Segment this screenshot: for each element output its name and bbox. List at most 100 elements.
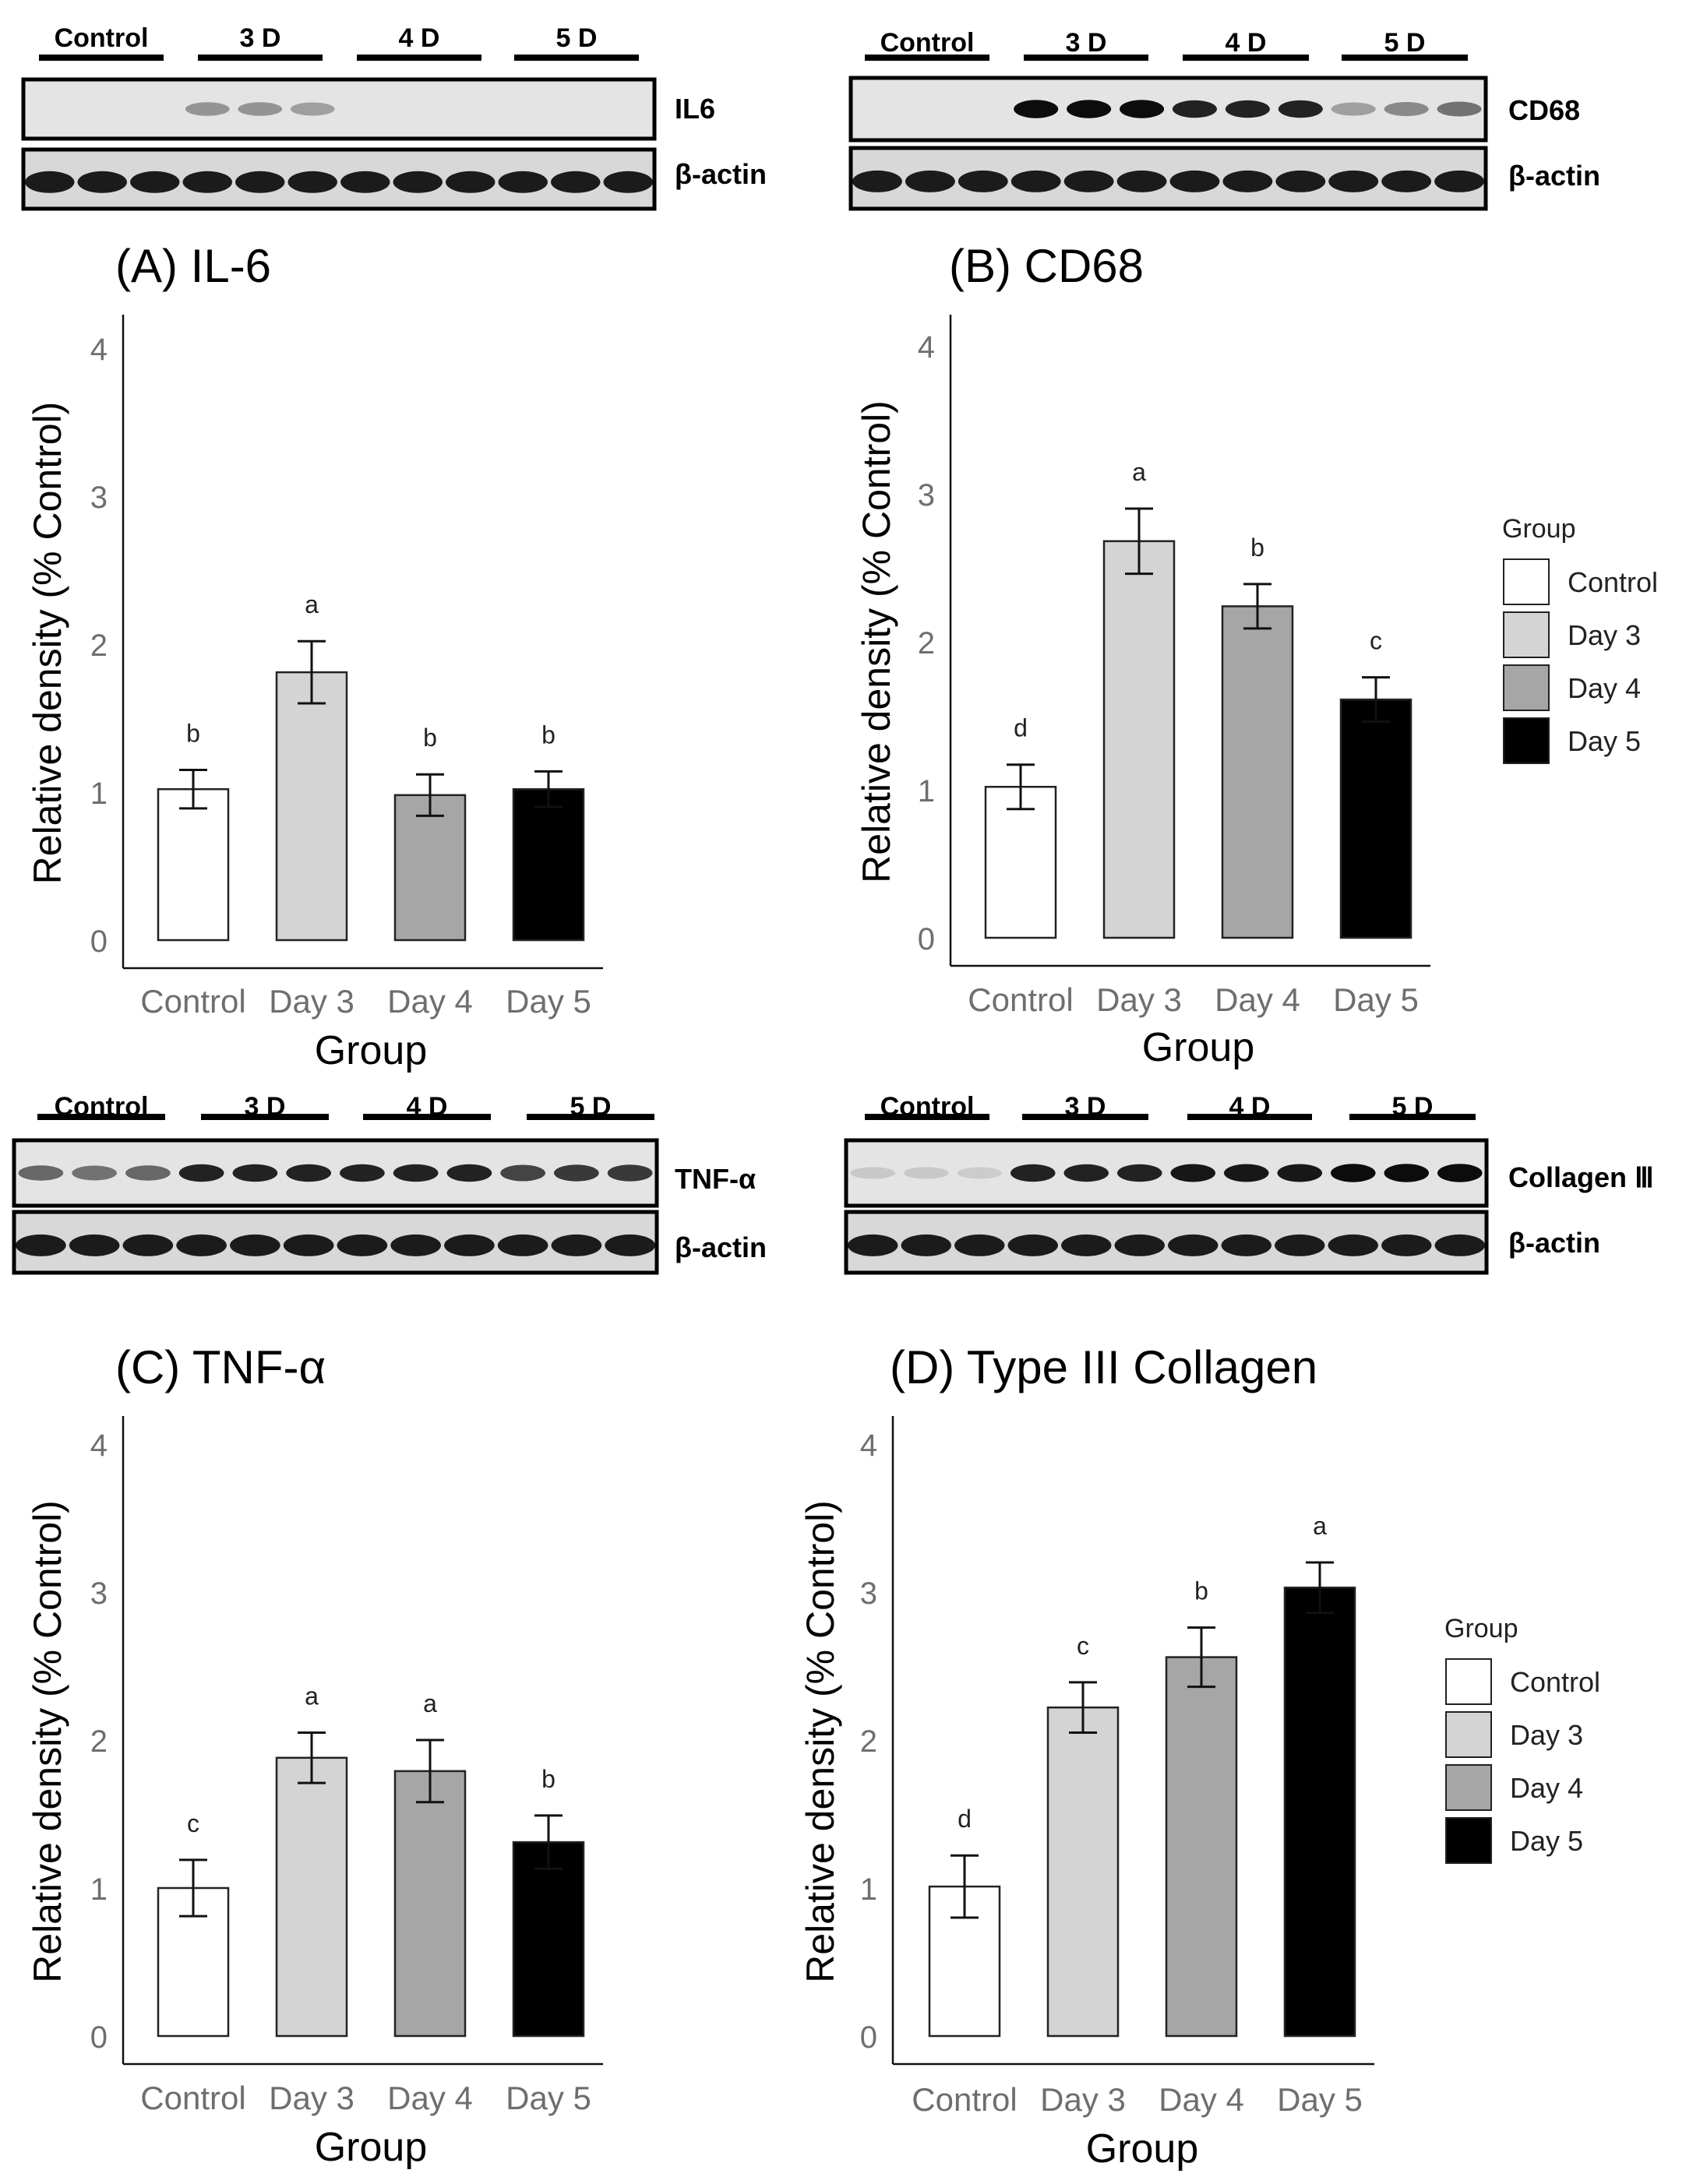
significance-label: a bbox=[1313, 1512, 1327, 1540]
x-tick-label: Day 3 bbox=[1096, 981, 1182, 1018]
legend-1: Group Control Day 3 Day 4 Day 5 bbox=[1444, 1614, 1600, 1864]
chart-title: (B) CD68 bbox=[949, 240, 1144, 292]
actin-band bbox=[122, 1234, 174, 1256]
actin-band bbox=[69, 1234, 120, 1256]
bar-day-4 bbox=[393, 794, 467, 942]
target-band bbox=[1384, 1164, 1430, 1182]
significance-label: a bbox=[1132, 458, 1146, 486]
significance-label: a bbox=[305, 1682, 319, 1710]
actin-band bbox=[446, 171, 496, 193]
western-blot-2: Control 3 D 4 D 5 D TNF-α β-actin bbox=[12, 1092, 767, 1275]
legend-label: Day 3 bbox=[1568, 619, 1641, 651]
y-axis-title: Relative density (% Control) bbox=[26, 402, 69, 885]
blot-group-label: Control bbox=[880, 1092, 975, 1122]
y-tick-label: 2 bbox=[860, 1724, 877, 1759]
actin-band bbox=[390, 1234, 441, 1256]
actin-band bbox=[551, 171, 601, 193]
significance-label: b bbox=[186, 720, 200, 748]
actin-band bbox=[497, 1234, 548, 1256]
blot-group-label: 5 D bbox=[570, 1092, 612, 1122]
blot-group-label: 5 D bbox=[1392, 1092, 1434, 1122]
significance-label: c bbox=[187, 1809, 199, 1837]
blot-group-label: 4 D bbox=[399, 23, 440, 53]
actin-band bbox=[1328, 1234, 1378, 1256]
bar-day-5 bbox=[1339, 698, 1413, 939]
y-axis-title: Relative density (% Control) bbox=[855, 400, 898, 883]
target-band bbox=[1067, 100, 1112, 118]
target-band bbox=[446, 1164, 492, 1182]
legend-swatch bbox=[1503, 558, 1550, 605]
significance-label: a bbox=[305, 590, 319, 618]
target-band bbox=[286, 1164, 331, 1182]
legend-swatch bbox=[1503, 611, 1550, 658]
blot-target-strip bbox=[848, 76, 1488, 143]
blot-group-label: 4 D bbox=[1226, 28, 1267, 58]
target-band bbox=[1116, 1164, 1162, 1182]
actin-band bbox=[551, 1234, 602, 1256]
y-axis-title: Relative density (% Control) bbox=[26, 1500, 69, 1983]
legend-label: Control bbox=[1510, 1666, 1600, 1698]
y-tick-label: 0 bbox=[918, 922, 935, 956]
target-band bbox=[185, 102, 230, 116]
y-tick-label: 4 bbox=[90, 333, 108, 367]
actin-band bbox=[1061, 1234, 1112, 1256]
blot-loading-label: β-actin bbox=[675, 158, 767, 190]
y-tick-label: 1 bbox=[860, 1872, 877, 1907]
bar-day-5 bbox=[512, 787, 585, 942]
chart-title: (A) IL-6 bbox=[115, 240, 271, 292]
blot-group-label: 4 D bbox=[1229, 1092, 1271, 1122]
significance-label: b bbox=[1194, 1577, 1208, 1605]
significance-label: b bbox=[541, 720, 555, 749]
target-band bbox=[1278, 100, 1323, 118]
target-band bbox=[1277, 1164, 1323, 1182]
actin-band bbox=[230, 1234, 280, 1256]
bar-day-4 bbox=[393, 1770, 467, 2038]
target-band bbox=[903, 1167, 949, 1179]
target-band bbox=[178, 1164, 224, 1182]
blot-loading-label: β-actin bbox=[1508, 160, 1600, 192]
actin-band bbox=[1275, 1234, 1325, 1256]
target-band bbox=[1437, 1164, 1483, 1182]
target-band bbox=[232, 1164, 278, 1182]
actin-band bbox=[1221, 1234, 1271, 1256]
target-band bbox=[1384, 102, 1429, 116]
actin-band bbox=[235, 171, 285, 193]
actin-band bbox=[1434, 170, 1484, 192]
legend-label: Day 4 bbox=[1568, 672, 1641, 704]
legend-label: Day 5 bbox=[1568, 725, 1641, 757]
significance-label: b bbox=[541, 1765, 555, 1793]
legend-swatch bbox=[1445, 1711, 1492, 1758]
y-tick-label: 3 bbox=[918, 478, 935, 513]
actin-band bbox=[1063, 170, 1114, 192]
y-tick-label: 3 bbox=[90, 1576, 108, 1611]
western-blot-0: Control 3 D 4 D 5 D IL6 β-actin bbox=[21, 23, 767, 211]
bar-chart-3: (D) Type III Collagen 0 1 2 3 4 Relative densi… bbox=[799, 1341, 1374, 2172]
target-band bbox=[957, 1167, 1003, 1179]
legend-label: Control bbox=[1568, 566, 1658, 598]
target-band bbox=[607, 1164, 653, 1182]
blot-target-label: TNF-α bbox=[675, 1163, 756, 1195]
blot-group-label: 5 D bbox=[556, 23, 598, 53]
actin-band bbox=[1007, 1234, 1058, 1256]
western-blot-1: Control 3 D 4 D 5 D CD68 β-actin bbox=[848, 28, 1600, 211]
bar-day-3 bbox=[275, 1756, 348, 2038]
x-axis-title: Group bbox=[1086, 2126, 1199, 2172]
blot-group-label: Control bbox=[55, 1092, 149, 1122]
bar-control bbox=[984, 785, 1057, 939]
actin-band bbox=[130, 171, 180, 193]
significance-label: b bbox=[1250, 534, 1264, 562]
actin-band bbox=[1168, 1234, 1219, 1256]
blot-loading-strip bbox=[844, 1210, 1489, 1275]
actin-band bbox=[1275, 170, 1326, 192]
legend-label: Day 3 bbox=[1510, 1719, 1583, 1751]
actin-band bbox=[498, 171, 548, 193]
x-tick-label: Control bbox=[140, 2080, 245, 2116]
chart-title: (C) TNF-α bbox=[115, 1341, 326, 1393]
target-band bbox=[18, 1165, 64, 1181]
actin-band bbox=[1381, 1234, 1432, 1256]
blot-target-strip bbox=[21, 77, 657, 141]
blot-group-label: 4 D bbox=[407, 1092, 448, 1122]
x-tick-label: Day 4 bbox=[387, 2080, 473, 2116]
y-tick-label: 3 bbox=[860, 1576, 877, 1611]
